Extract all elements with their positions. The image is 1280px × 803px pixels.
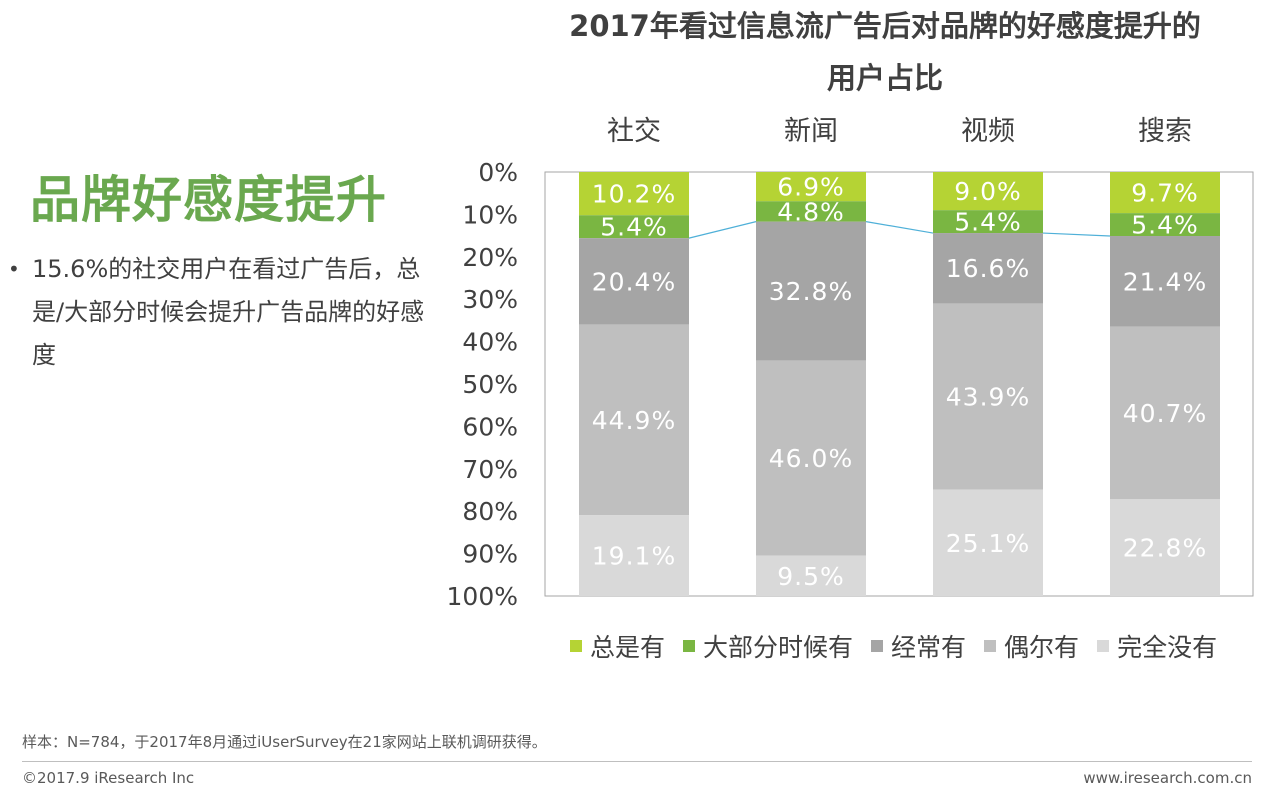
y-tick-label-7: 70% (462, 455, 518, 484)
bar-segment-1-0 (756, 172, 866, 202)
category-label-2: 视频 (961, 116, 1015, 147)
data-label-3-3: 40.7% (1123, 399, 1207, 428)
bar-segment-0-0 (579, 172, 689, 216)
bar-segment-3-0 (1110, 172, 1220, 214)
y-tick-label-3: 30% (462, 285, 518, 314)
chart-title-line-2: 用户占比 (826, 61, 943, 95)
bar-segment-2-3 (933, 303, 1043, 490)
legend-item-sometimes: 偶尔有 (984, 628, 1079, 664)
bullet-text: 15.6%的社交用户在看过广告后，总是/大部分时候会提升广告品牌的好感度 (32, 255, 425, 369)
legend-label-often: 经常有 (891, 633, 967, 662)
bars-group (579, 172, 1220, 596)
y-tick-label-4: 40% (462, 328, 518, 357)
legend-label-always: 总是有 (590, 633, 666, 662)
bar-segment-3-2 (1110, 236, 1220, 327)
data-label-0-4: 19.1% (592, 542, 676, 571)
bar-segment-2-1 (933, 210, 1043, 234)
y-tick-label-1: 10% (462, 200, 518, 229)
data-label-3-2: 21.4% (1123, 267, 1207, 296)
plot-area-frame (544, 171, 1254, 597)
data-label-0-1: 5.4% (600, 213, 668, 242)
bar-segment-1-4 (756, 555, 866, 596)
bar-segment-0-2 (579, 238, 689, 325)
data-label-1-2: 32.8% (769, 277, 853, 306)
y-axis-ticks: 0% 10% 20% 30% 40% 50% 60% 70% 80% 90% 100% (447, 158, 518, 611)
page-headline: 品牌好感度提升 (30, 171, 387, 229)
bar-segment-2-4 (933, 489, 1043, 596)
legend-label-sometimes: 偶尔有 (1004, 633, 1080, 662)
y-tick-label-6: 60% (462, 412, 518, 441)
data-label-3-4: 22.8% (1123, 534, 1207, 563)
data-label-3-0: 9.7% (1131, 179, 1199, 208)
data-labels-group: 10.2% 5.4% 20.4% 44.9% 19.1% 6.9%4.8% 32.8% 46.… (592, 173, 1207, 591)
bar-segment-2-2 (933, 233, 1043, 304)
connector-line-0 (688, 221, 757, 239)
bar-segment-3-3 (1110, 326, 1220, 500)
data-label-3-1: 5.4% (1131, 211, 1199, 240)
legend-item-never: 完全没有 (1097, 628, 1217, 664)
chart-legend: 总是有 大部分时候有 经常有 偶尔有 完全没有 (570, 628, 1217, 664)
y-tick-label-2: 20% (462, 243, 518, 272)
category-label-1: 新闻 (784, 116, 838, 147)
legend-swatch-often (871, 640, 884, 652)
data-label-1-3: 46.0% (769, 444, 853, 473)
legend-item-mostly: 大部分时候有 (683, 628, 853, 664)
legend-label-never: 完全没有 (1117, 633, 1218, 662)
category-label-3: 搜索 (1138, 116, 1192, 147)
data-label-1-0: 6.9% (777, 173, 845, 202)
y-tick-label-0: 0% (478, 158, 518, 187)
legend-swatch-always (570, 640, 582, 652)
website-link[interactable]: www.iresearch.com.cn (1083, 769, 1252, 787)
bullet-point: • 15.6%的社交用户在看过广告后，总是/大部分时候会提升广告品牌的好感度 (8, 248, 433, 377)
footer-divider (22, 761, 1252, 762)
connector-line-1 (865, 221, 934, 234)
data-label-2-1: 5.4% (954, 208, 1022, 237)
legend-label-mostly: 大部分时候有 (703, 633, 854, 662)
legend-item-always: 总是有 (570, 628, 665, 664)
data-label-1-1: 4.8% (777, 197, 845, 226)
legend-swatch-mostly (683, 640, 696, 652)
data-label-2-2: 16.6% (946, 254, 1030, 283)
data-label-0-3: 44.9% (592, 406, 676, 435)
data-label-1-4: 9.5% (777, 562, 845, 591)
bar-segment-1-2 (756, 221, 866, 361)
bullet-dot: • (8, 257, 20, 281)
chart-title-line-1: 2017年看过信息流广告后对品牌的好感度提升的 (569, 9, 1201, 43)
y-tick-label-9: 90% (462, 540, 518, 569)
connector-line-group (688, 221, 1111, 239)
bar-segment-0-1 (579, 215, 689, 239)
legend-swatch-sometimes (984, 640, 997, 652)
sample-footnote: 样本：N=784，于2017年8月通过iUserSurvey在21家网站上联机调… (22, 733, 547, 751)
legend-item-often: 经常有 (871, 628, 966, 664)
category-label-0: 社交 (607, 116, 661, 147)
bar-segment-2-0 (933, 172, 1043, 211)
bar-segment-3-4 (1110, 499, 1220, 596)
category-labels: 社交 新闻 视频 搜索 (607, 116, 1192, 147)
y-tick-label-10: 100% (447, 582, 518, 611)
y-tick-label-5: 50% (462, 370, 518, 399)
connector-line-2 (1042, 232, 1111, 237)
data-label-2-0: 9.0% (954, 177, 1022, 206)
y-tick-label-8: 80% (462, 497, 518, 526)
bar-segment-0-4 (579, 515, 689, 596)
data-label-2-4: 25.1% (946, 529, 1030, 558)
chart-title: 2017年看过信息流广告后对品牌的好感度提升的 用户占比 (540, 0, 1230, 104)
data-label-2-3: 43.9% (946, 383, 1030, 412)
data-label-0-2: 20.4% (592, 267, 676, 296)
copyright-text: ©2017.9 iResearch Inc (22, 769, 195, 787)
bar-segment-3-1 (1110, 213, 1220, 237)
data-label-0-0: 10.2% (592, 180, 676, 209)
bar-segment-1-1 (756, 201, 866, 222)
legend-swatch-never (1097, 640, 1110, 652)
bar-segment-0-3 (579, 324, 689, 516)
bar-segment-1-3 (756, 360, 866, 556)
